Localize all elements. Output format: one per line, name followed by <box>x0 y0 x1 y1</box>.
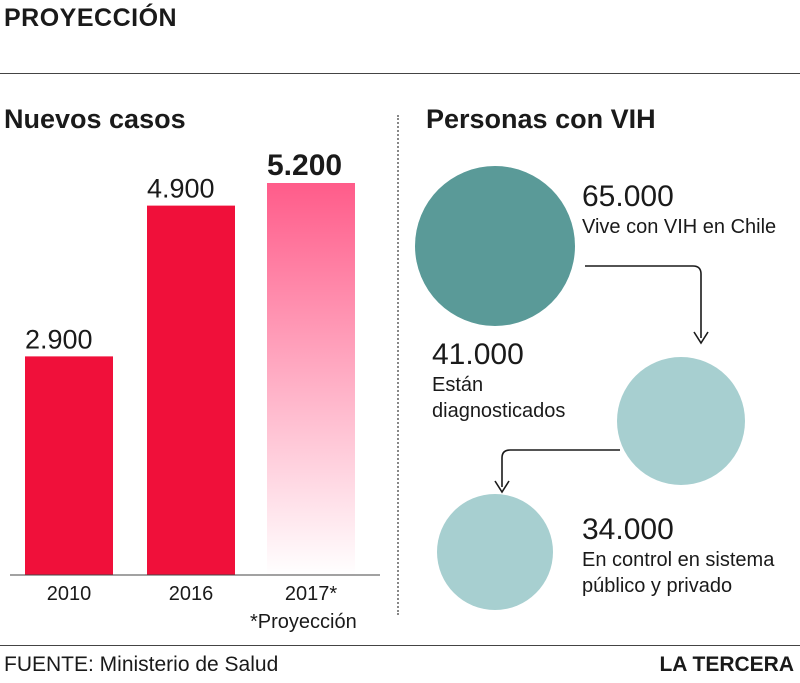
stat-desc-line: público y privado <box>582 575 733 597</box>
bar-value-label: 5.200 <box>267 149 342 182</box>
stat-value: 65.000 <box>582 180 674 213</box>
bar-chart-title: Nuevos casos <box>4 104 186 134</box>
x-tick-label: 2010 <box>47 583 92 605</box>
connector-arrow-2 <box>501 449 620 487</box>
bar-chart: 2.900 2010 4.900 2016 5.200 2017* *Proyección <box>10 149 380 633</box>
header-rule <box>0 73 800 74</box>
stat-value: 34.000 <box>582 513 674 546</box>
arrow-head-2-icon <box>494 480 510 494</box>
bubble-diagnosticados <box>617 357 745 485</box>
stat-desc-line: Están <box>432 374 484 396</box>
bar-value-label: 2.900 <box>25 324 93 354</box>
page-title: PROYECCIÓN <box>4 4 178 32</box>
stat-desc-line: En control en sistema <box>582 549 775 571</box>
stat-desc-line: diagnosticados <box>432 400 566 422</box>
stat-value: 41.000 <box>432 338 524 371</box>
bubble-chart <box>415 166 745 610</box>
bar-value-label: 4.900 <box>147 174 215 204</box>
bar-2010 <box>25 356 113 575</box>
stat-en-control: 34.000 En control en sistema público y p… <box>582 513 774 599</box>
brand-logo: LA TERCERA <box>659 653 794 676</box>
x-tick-label: 2016 <box>169 583 214 605</box>
stat-desc-line: Vive con VIH en Chile <box>582 216 777 238</box>
bubble-vive-con-vih <box>415 166 575 326</box>
source-note: FUENTE: Ministerio de Salud <box>4 653 279 676</box>
arrow-head-1-icon <box>693 331 709 345</box>
footer-rule <box>0 645 800 646</box>
footnote-label: *Proyección <box>250 611 357 633</box>
stat-diagnosticados: 41.000 Están diagnosticados <box>432 338 565 424</box>
bubble-chart-title: Personas con VIH <box>426 104 656 134</box>
panel-divider <box>397 115 399 615</box>
bar-2016 <box>147 205 235 575</box>
bar-2017 <box>267 183 355 575</box>
bubble-en-control <box>437 494 553 610</box>
connector-arrow-1 <box>585 265 702 338</box>
stat-vive-con-vih: 65.000 Vive con VIH en Chile <box>582 180 776 240</box>
x-tick-label: 2017* <box>285 583 337 605</box>
